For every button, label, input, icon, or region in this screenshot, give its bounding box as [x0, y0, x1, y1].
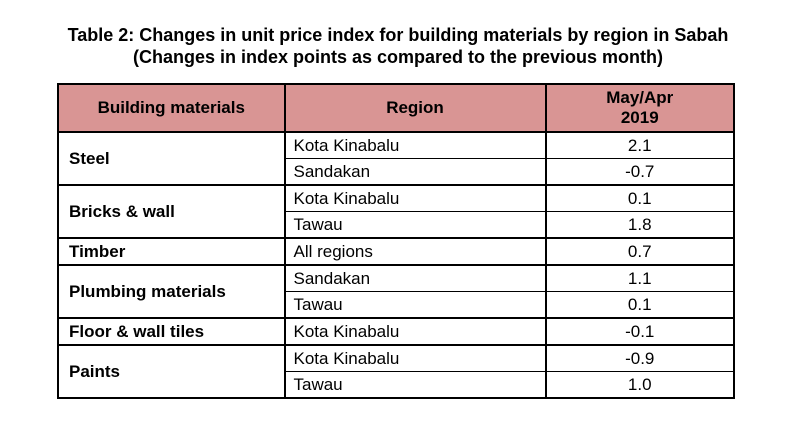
table-row: Tawau 0.1	[59, 291, 734, 319]
material-cell: Floor & wall tiles	[58, 317, 286, 346]
table-row: Timber All regions 0.7	[58, 237, 734, 266]
table-header-row: Building materials Region May/Apr 2019	[58, 84, 734, 133]
index-change-cell: 0.1	[545, 184, 734, 212]
table-row: Tawau 1.0	[59, 371, 734, 398]
region-cell: Sandakan	[284, 264, 547, 292]
price-index-table: Building materials Region May/Apr 2019 S…	[57, 83, 735, 399]
region-cell: All regions	[284, 237, 547, 266]
index-change-cell: -0.7	[545, 158, 734, 186]
table-body: Steel Kota Kinabalu 2.1 Sandakan -0.7 Bricks …	[58, 131, 734, 398]
index-change-cell: 2.1	[545, 131, 734, 159]
region-cell: Tawau	[284, 371, 547, 398]
region-cell: Kota Kinabalu	[284, 184, 547, 212]
table-row: Sandakan -0.7	[59, 158, 734, 186]
index-change-cell: 1.1	[545, 264, 734, 292]
index-change-cell: 1.0	[545, 371, 734, 398]
index-change-cell: 0.7	[545, 237, 734, 266]
table-title-line1: Table 2: Changes in unit price index for…	[67, 25, 729, 45]
header-region: Region	[284, 84, 547, 133]
material-cell: Paints	[58, 344, 286, 398]
table-row: Steel Kota Kinabalu 2.1	[58, 131, 734, 186]
table-row: Bricks & wall Kota Kinabalu 0.1	[58, 184, 734, 239]
index-change-cell: -0.1	[545, 317, 734, 346]
region-cell: Kota Kinabalu	[284, 344, 547, 372]
table-row: Tawau 1.8	[59, 211, 734, 239]
region-cell: Tawau	[284, 291, 547, 319]
material-cell: Bricks & wall	[58, 184, 286, 239]
index-change-cell: 1.8	[545, 211, 734, 239]
material-cell: Steel	[58, 131, 286, 186]
table-title: Table 2: Changes in unit price index for…	[0, 24, 796, 68]
header-period-line2: 2019	[620, 108, 659, 127]
material-cell: Plumbing materials	[58, 264, 286, 319]
table-row: Floor & wall tiles Kota Kinabalu -0.1	[58, 317, 734, 346]
region-cell: Kota Kinabalu	[284, 317, 547, 346]
region-cell: Sandakan	[284, 158, 547, 186]
table-row: Paints Kota Kinabalu -0.9	[58, 344, 734, 398]
header-period: May/Apr 2019	[545, 84, 734, 133]
index-change-cell: -0.9	[545, 344, 734, 372]
header-period-line1: May/Apr	[606, 88, 674, 107]
region-cell: Tawau	[284, 211, 547, 239]
region-cell: Kota Kinabalu	[284, 131, 547, 159]
material-cell: Timber	[58, 237, 286, 266]
header-building-materials: Building materials	[58, 84, 286, 133]
table-title-line2: (Changes in index points as compared to …	[132, 47, 664, 67]
table-row: Plumbing materials Sandakan 1.1	[58, 264, 734, 319]
index-change-cell: 0.1	[545, 291, 734, 319]
